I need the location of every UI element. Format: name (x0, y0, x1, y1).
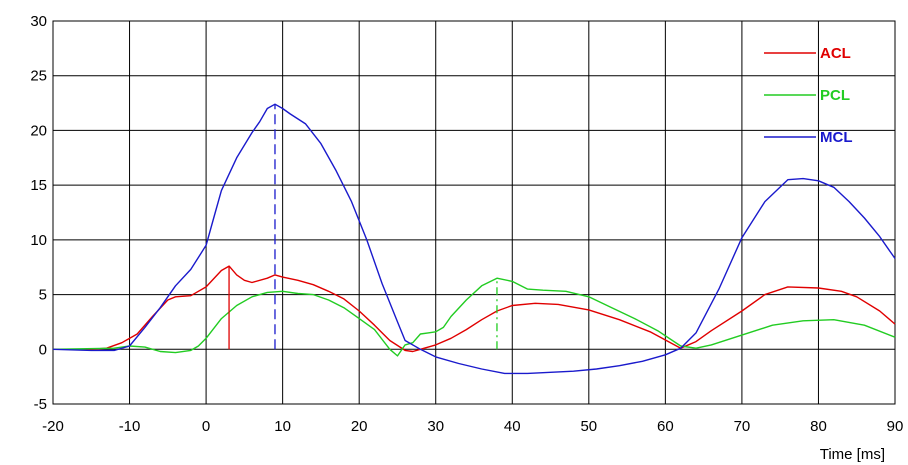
x-tick-label: 60 (657, 418, 674, 435)
x-tick-label: 0 (202, 418, 210, 435)
y-tick-label: 20 (30, 122, 47, 139)
x-tick-label: 30 (427, 418, 444, 435)
annotation-layer (228, 104, 498, 350)
legend-label-pcl: PCL (820, 87, 850, 104)
x-tick-label: 90 (887, 418, 904, 435)
y-tick-label: 30 (30, 13, 47, 30)
x-tick-label: -20 (42, 418, 64, 435)
y-tick-label: 10 (30, 232, 47, 249)
y-tick-label: 25 (30, 68, 47, 85)
series-layer (52, 103, 896, 375)
legend-label-mcl: MCL (820, 129, 853, 146)
x-tick-label: 10 (274, 418, 291, 435)
y-tick-label: 0 (39, 341, 47, 358)
y-tick-label: 5 (39, 287, 47, 304)
series-line-pcl (52, 277, 896, 357)
grid-layer (52, 20, 896, 405)
x-tick-label: 50 (580, 418, 597, 435)
y-tick-label: 15 (30, 177, 47, 194)
x-axis-title: Time [ms] (820, 446, 885, 463)
x-tick-label: 70 (734, 418, 751, 435)
x-tick-label: 80 (810, 418, 827, 435)
series-line-acl (53, 265, 896, 353)
x-tick-label: -10 (119, 418, 141, 435)
ticks-layer: -20 -10 0 10 20 30 40 50 60 70 80 90 -5 0 5 10 15 20 25 30 (30, 13, 903, 435)
y-tick-label: -5 (34, 396, 47, 413)
x-tick-label: 20 (351, 418, 368, 435)
x-tick-label: 40 (504, 418, 521, 435)
legend-label-acl: ACL (820, 45, 851, 62)
legend: ACL PCL MCL (764, 45, 853, 146)
series-line-mcl (52, 103, 896, 375)
plot-frame (52, 20, 896, 405)
